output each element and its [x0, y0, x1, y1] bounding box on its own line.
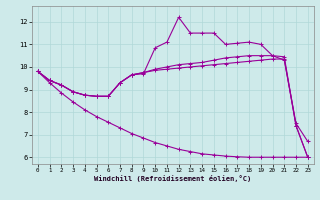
X-axis label: Windchill (Refroidissement éolien,°C): Windchill (Refroidissement éolien,°C) [94, 175, 252, 182]
